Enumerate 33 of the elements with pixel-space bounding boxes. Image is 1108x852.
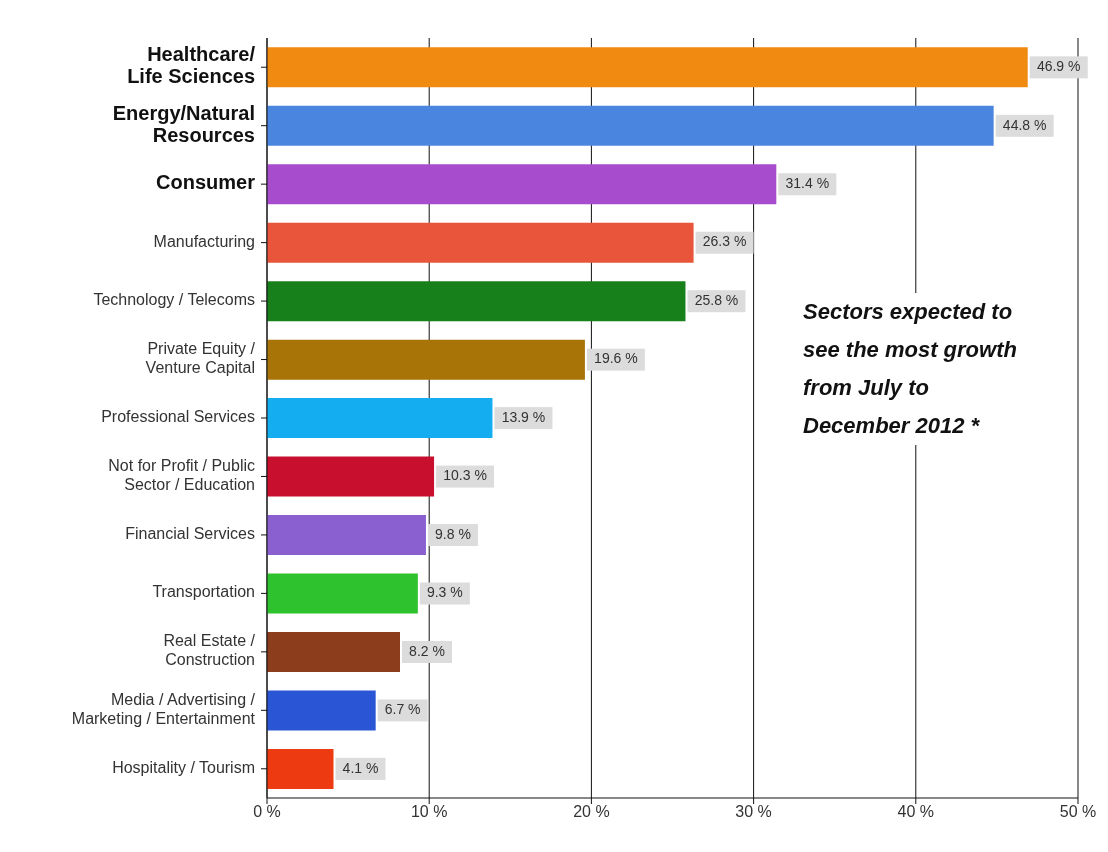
y-tick-label: Energy/Natural Resources xyxy=(112,101,255,146)
x-tick-label: 30 % xyxy=(735,803,772,821)
y-tick-label: Private Equity / Venture Capital xyxy=(145,340,256,377)
data-label: 25.8 % xyxy=(694,291,739,308)
data-label: 31.4 % xyxy=(785,174,830,191)
y-tick-label: Consumer xyxy=(156,171,256,194)
data-label: 4.1 % xyxy=(342,759,379,776)
y-tick-label: Transportation xyxy=(152,583,255,601)
y-tick-label: Media / Advertising / Marketing / Entertainment xyxy=(71,691,256,728)
data-label: 9.3 % xyxy=(426,584,463,601)
y-tick-label: Manufacturing xyxy=(153,232,255,250)
y-tick-label: Not for Profit / Public Sector / Education xyxy=(108,457,255,494)
data-label: 13.9 % xyxy=(501,408,546,425)
y-tick-label: Hospitality / Tourism xyxy=(112,758,255,776)
y-tick-label: Real Estate / Construction xyxy=(163,632,256,669)
x-tick-label: 50 % xyxy=(1059,803,1097,821)
data-label: 6.7 % xyxy=(384,701,421,718)
y-tick-label: Financial Services xyxy=(125,525,255,543)
data-label: 44.8 % xyxy=(1002,116,1047,133)
annotation: Sectors expected to see the most growth from July to December 2012 * xyxy=(803,293,1038,445)
data-label: 10.3 % xyxy=(443,467,487,484)
y-tick-label: Technology / Telecoms xyxy=(93,291,255,309)
x-tick-label: 20 % xyxy=(573,803,610,821)
y-tick-label: Healthcare/ Life Sciences xyxy=(127,43,256,88)
y-tick-label: Professional Services xyxy=(101,408,255,426)
data-label: 8.2 % xyxy=(409,642,445,659)
data-label: 26.3 % xyxy=(702,233,747,250)
x-tick-label: 10 % xyxy=(410,803,448,821)
data-label: 46.9 % xyxy=(1036,58,1081,75)
x-tick-label: 0 % xyxy=(253,803,281,821)
data-label: 19.6 % xyxy=(594,350,638,367)
x-tick-label: 40 % xyxy=(897,803,935,821)
data-label: 9.8 % xyxy=(435,525,471,542)
